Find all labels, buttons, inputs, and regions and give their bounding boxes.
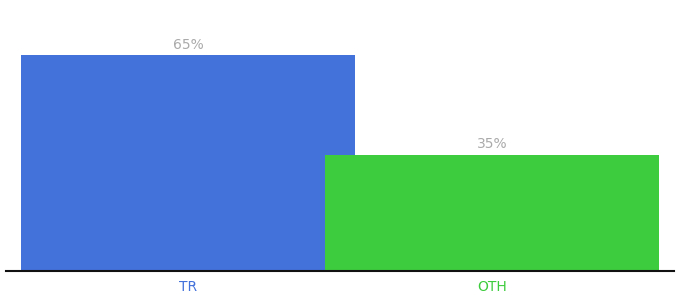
Bar	[21, 55, 355, 271]
Text: 65%: 65%	[173, 38, 203, 52]
Bar	[325, 155, 659, 271]
Text: 35%: 35%	[477, 137, 507, 152]
